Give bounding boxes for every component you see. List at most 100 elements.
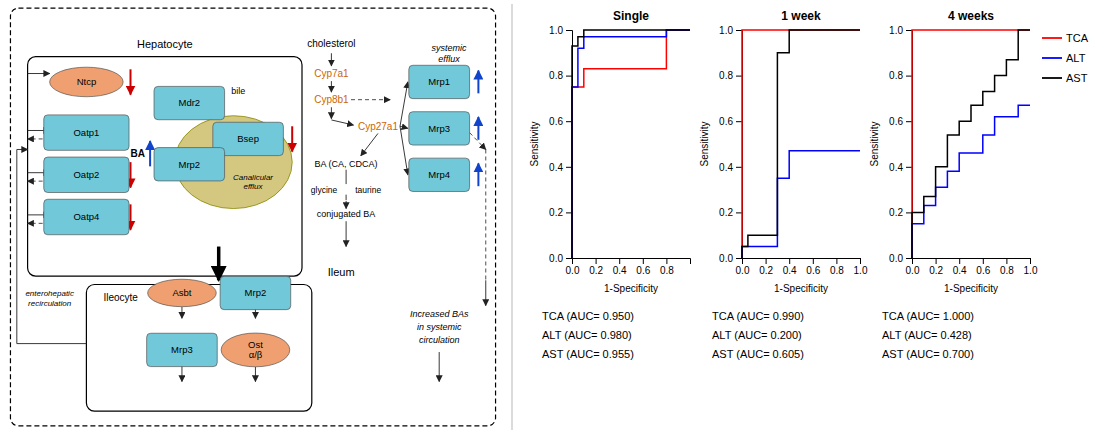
diagram-label: Mrp2: [245, 287, 267, 298]
diagram-label: BA: [131, 148, 145, 159]
diagram-label: circulation: [419, 335, 460, 345]
tick: 0.8: [549, 70, 572, 81]
tick-mark: [736, 258, 742, 259]
tick-mark: [736, 212, 742, 213]
tick-label: 0.0: [736, 265, 750, 276]
tick: 1.0: [889, 25, 912, 36]
tick: 0.8: [889, 70, 912, 81]
tick: 0.4: [953, 258, 967, 276]
diagram-label: Mrp3: [428, 123, 450, 134]
auc-label: AST (AUC= 0.955): [542, 348, 634, 360]
axis-line: [913, 259, 1031, 265]
tick-label: 0.4: [613, 265, 627, 276]
auc-label: TCA (AUC= 1.000): [882, 310, 974, 322]
transporter-box: [44, 157, 129, 192]
transporter-box: [409, 65, 470, 98]
tick-label: 0.8: [889, 70, 903, 81]
arrow: [361, 133, 378, 155]
diagram-label: Ileum: [328, 266, 355, 278]
arrow: [130, 162, 132, 187]
tick-mark: [836, 258, 837, 264]
auc-label: ALT (AUC= 0.200): [712, 329, 802, 341]
arrow: [217, 247, 221, 281]
auc-label: TCA (AUC= 0.990): [712, 310, 804, 322]
diagram-label: taurine: [355, 185, 381, 195]
legend: TCAALTAST: [1042, 32, 1089, 84]
y-axis: 0.00.20.40.60.81.0: [889, 25, 912, 264]
plot-area: [742, 30, 860, 258]
tick-label: 0.6: [636, 265, 650, 276]
roc-line: [912, 105, 1030, 258]
diagram-label: in systemic: [417, 322, 462, 332]
tick: 0.2: [549, 207, 572, 218]
diagram-label: Mrp2: [178, 159, 200, 170]
roc-line: [912, 30, 1030, 258]
tick-label: 0.2: [889, 207, 903, 218]
diagram-label: efflux: [438, 54, 460, 64]
tick-label: 0.4: [783, 265, 797, 276]
arrow: [400, 82, 408, 126]
diagram-label: conjugated BA: [317, 209, 376, 219]
diagram: HepatocyteNtcpOatp1Oatp2Oatp4BACanalicul…: [10, 8, 495, 426]
tick-label: 0.2: [759, 265, 773, 276]
diagram-label: BA (CA, CDCA): [315, 159, 378, 169]
tick-mark: [566, 167, 572, 168]
tick-label: 0.4: [549, 162, 563, 173]
auc-label: ALT (AUC= 0.980): [542, 329, 632, 341]
transporter-oval: [148, 279, 217, 306]
outer-border: [10, 8, 495, 426]
transporter-box: [409, 158, 470, 191]
arrow: [477, 163, 479, 186]
tick-label: 0.0: [719, 253, 733, 264]
arrow: [346, 221, 347, 246]
legend-label: ALT: [1066, 52, 1086, 64]
x-axis: 0.00.20.40.60.81.0: [736, 258, 868, 276]
diagram-label: Hepatocyte: [137, 38, 193, 50]
diagram-label: recirculation: [28, 299, 72, 308]
tick: 0.0: [889, 253, 912, 264]
transporter-oval: [221, 333, 290, 367]
tick-mark: [566, 258, 572, 259]
transporter-box: [154, 86, 225, 119]
transporter-oval: [50, 67, 124, 97]
diagram-label: Mrp3: [171, 344, 193, 355]
tick-label: 0.2: [929, 265, 943, 276]
arrow: [255, 367, 256, 382]
tick-label: 0.8: [830, 265, 844, 276]
arrow: [149, 141, 151, 166]
tick-mark: [906, 76, 912, 77]
tick-label: 0.0: [549, 253, 563, 264]
tick-mark: [860, 258, 861, 264]
tick-mark: [906, 121, 912, 122]
roc-panel: 0.00.20.40.60.81.00.00.20.40.60.81.04 we…: [869, 9, 1038, 294]
tick-label: 0.4: [719, 162, 733, 173]
diagram-label: Canalicular: [233, 173, 273, 182]
y-axis-title: Sensitivity: [699, 121, 710, 166]
arrow: [351, 99, 390, 100]
tick-mark: [789, 258, 790, 264]
tick: 0.0: [549, 253, 572, 264]
tick-label: 0.8: [1000, 265, 1014, 276]
figure: HepatocyteNtcpOatp1Oatp2Oatp4BACanalicul…: [0, 0, 1108, 434]
legend-swatch: [1042, 37, 1062, 39]
tick: 0.0: [566, 258, 580, 276]
arrow: [331, 107, 332, 118]
tick-label: 0.4: [953, 265, 967, 276]
tick-mark: [906, 212, 912, 213]
tick-mark: [643, 258, 644, 264]
tick: 0.6: [719, 116, 742, 127]
tick: 0.0: [719, 253, 742, 264]
tick-mark: [566, 30, 572, 31]
arrow: [28, 73, 50, 74]
title: 4 weeks: [948, 9, 994, 23]
arrow: [400, 126, 408, 128]
arrow: [130, 69, 132, 94]
tick-label: 1.0: [889, 25, 903, 36]
tick-mark: [566, 212, 572, 213]
tick: 0.0: [906, 258, 920, 276]
tick: 0.2: [759, 258, 773, 276]
transporter-box: [44, 115, 129, 150]
arrow: [470, 133, 486, 150]
diagram-label: cholesterol: [307, 38, 355, 49]
tick-mark: [566, 121, 572, 122]
